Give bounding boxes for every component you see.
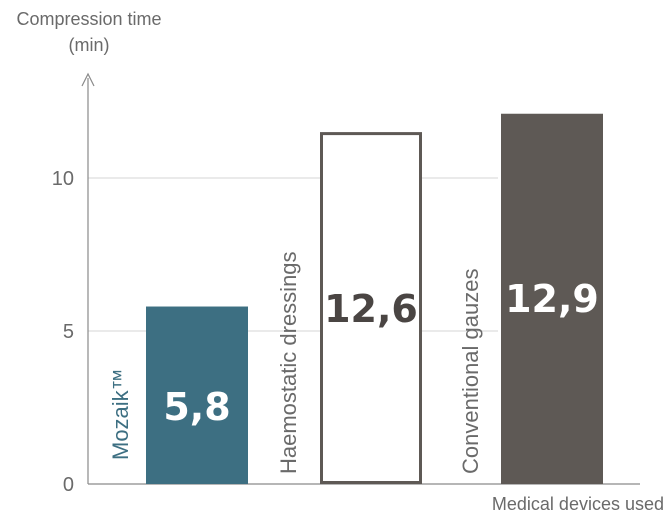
- y-tick-label: 0: [63, 474, 74, 496]
- y-tick-labels: 0 5 10: [52, 168, 74, 496]
- y-axis-arrow-icon: [81, 72, 95, 87]
- value-labels: 5,8 12,6 12,9: [163, 277, 599, 429]
- x-axis-title: Medical devices used: [491, 494, 664, 514]
- bar-value-label: 12,6: [324, 287, 418, 331]
- y-tick-label: 10: [52, 168, 74, 190]
- bars: [146, 113, 603, 485]
- y-axis-title: Compression time (min): [0, 6, 178, 58]
- bar-value-label: 12,9: [505, 277, 599, 321]
- category-labels: Mozaik™ Haemostatic dressings Conventional…: [108, 251, 483, 474]
- bar-value-label: 5,8: [163, 385, 230, 429]
- category-label: Conventional gauzes: [458, 269, 483, 474]
- bar: [501, 113, 603, 485]
- y-tick-label: 5: [63, 321, 74, 343]
- y-axis-title-line2: (min): [68, 35, 110, 55]
- bar: [320, 132, 422, 484]
- category-label: Mozaik™: [108, 368, 133, 460]
- category-label: Haemostatic dressings: [276, 251, 301, 474]
- bar: [146, 306, 248, 484]
- y-axis-title-line1: Compression time: [16, 9, 162, 29]
